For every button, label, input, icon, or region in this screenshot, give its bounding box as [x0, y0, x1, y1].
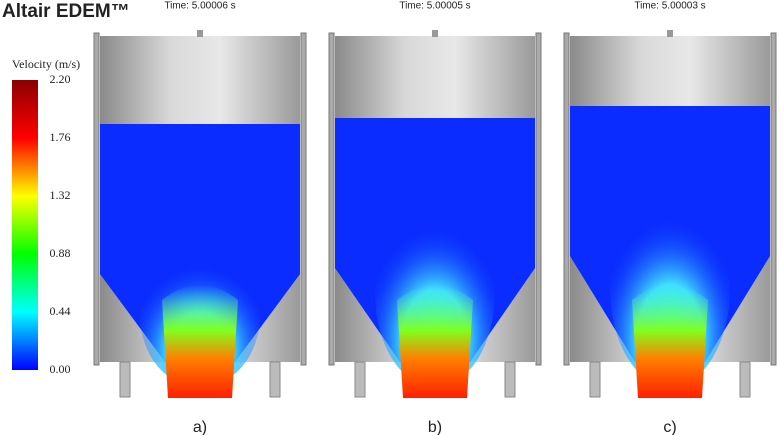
frame-post — [563, 32, 570, 366]
frame-post — [535, 32, 542, 366]
top-cap — [667, 30, 673, 37]
panel-label: b) — [428, 419, 442, 435]
time-label: Time: 5.00006 s — [164, 1, 235, 12]
leg — [589, 361, 601, 398]
colorbar-tick-label: 0.44 — [50, 304, 71, 318]
panel-label: c) — [663, 419, 676, 435]
frame-post — [300, 32, 307, 366]
flow-core — [162, 285, 238, 398]
time-label: Time: 5.00003 s — [634, 1, 705, 12]
flow-core — [397, 285, 473, 398]
leg — [354, 361, 366, 398]
colorbar-title: Velocity (m/s) — [12, 57, 80, 71]
silo-panel: Time: 5.00003 s c) — [563, 1, 777, 435]
leg — [504, 361, 516, 398]
colorbar-tick-label: 2.20 — [50, 72, 71, 86]
colorbar-tick-label: 1.76 — [50, 130, 71, 144]
leg — [739, 361, 751, 398]
leg — [269, 361, 281, 398]
top-cap — [197, 30, 203, 37]
flow-core — [632, 285, 708, 398]
silo-panel: Time: 5.00006 s a) — [93, 1, 307, 435]
colorbar — [12, 80, 38, 370]
time-label: Time: 5.00005 s — [399, 1, 470, 12]
frame-post — [328, 32, 335, 366]
frame-post — [93, 32, 100, 366]
panel-label: a) — [193, 419, 207, 435]
leg — [119, 361, 131, 398]
top-cap — [432, 30, 438, 37]
silo-panel: Time: 5.00005 s b) — [328, 1, 542, 435]
colorbar-tick-label: 0.88 — [50, 246, 71, 260]
colorbar-tick-label: 0.00 — [50, 362, 71, 376]
frame-post — [770, 32, 777, 366]
colorbar-tick-label: 1.32 — [50, 188, 71, 202]
logo: Altair EDEM™ — [2, 1, 130, 22]
